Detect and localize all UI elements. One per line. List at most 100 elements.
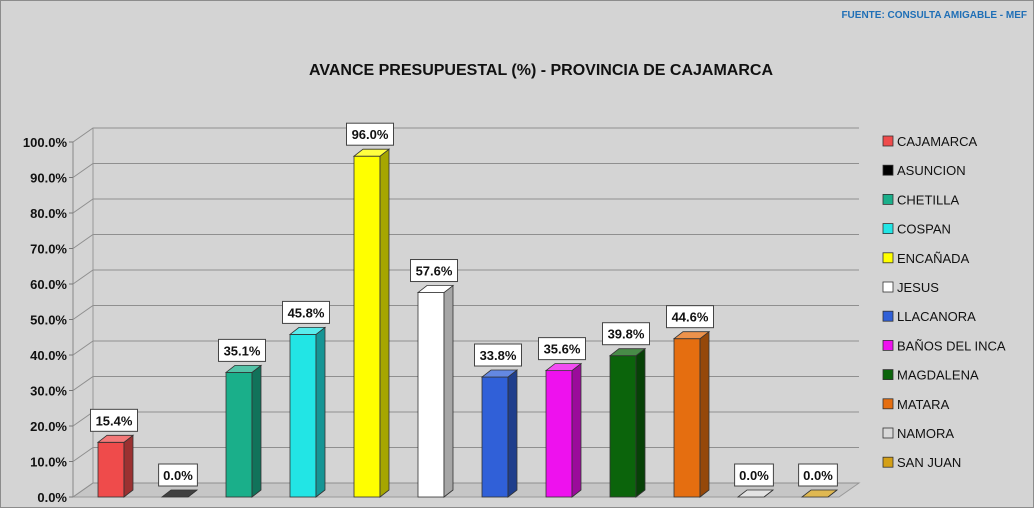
legend-item: NAMORA xyxy=(882,426,954,441)
legend-item: BAÑOS DEL INCA xyxy=(882,338,1006,353)
data-label: 96.0% xyxy=(346,122,394,146)
bar-cospan xyxy=(288,326,327,498)
legend-item: LLACANORA xyxy=(882,309,976,324)
svg-text:15.4%: 15.4% xyxy=(96,413,133,428)
legend-swatch xyxy=(882,281,894,293)
legend-label: CHETILLA xyxy=(897,192,959,207)
gridline xyxy=(72,234,859,249)
svg-text:44.6%: 44.6% xyxy=(672,310,709,325)
data-labels-layer: 15.4% 0.0% 35.1% 45.8% 96.0% 57.6% 33.8% 35.6% 3… xyxy=(90,122,838,487)
bar-encañada xyxy=(352,148,391,498)
bar-llacanora xyxy=(480,369,519,498)
gridline xyxy=(72,163,859,178)
legend-label: ASUNCION xyxy=(897,163,966,178)
legend-swatch xyxy=(882,252,894,264)
source-note: FUENTE: CONSULTA AMIGABLE - MEF xyxy=(841,10,1027,21)
gridline xyxy=(72,447,859,462)
legend-label: SAN JUAN xyxy=(897,455,961,470)
gridline xyxy=(72,127,859,143)
data-label: 44.6% xyxy=(666,305,714,329)
legend-label: JESUS xyxy=(897,280,939,295)
svg-text:45.8%: 45.8% xyxy=(288,305,325,320)
bar-baños-del-inca xyxy=(544,362,583,498)
data-label: 0.0% xyxy=(734,463,774,487)
data-label: 33.8% xyxy=(474,343,522,367)
data-label: 15.4% xyxy=(90,408,138,432)
bar-asuncion xyxy=(160,489,199,498)
y-tick-label: 0.0% xyxy=(37,490,67,505)
svg-text:96.0%: 96.0% xyxy=(352,127,389,142)
legend-item: ENCAÑADA xyxy=(882,251,970,266)
gridline xyxy=(72,269,859,285)
legend-swatch xyxy=(882,135,894,147)
y-tick-label: 70.0% xyxy=(30,242,67,257)
bar-magdalena xyxy=(608,347,647,498)
gridline xyxy=(72,305,859,320)
svg-text:57.6%: 57.6% xyxy=(416,264,453,279)
legend-label: BAÑOS DEL INCA xyxy=(897,338,1006,353)
legend-item: COSPAN xyxy=(882,222,951,237)
svg-text:0.0%: 0.0% xyxy=(739,468,769,483)
legend-swatch xyxy=(882,164,894,176)
legend-swatch xyxy=(882,310,894,322)
legend: CAJAMARCA ASUNCION CHETILLA COSPAN ENCAÑADA J… xyxy=(882,134,1006,470)
gridline xyxy=(72,411,859,427)
gridline xyxy=(72,376,859,391)
y-tick-label: 90.0% xyxy=(30,171,67,186)
legend-label: COSPAN xyxy=(897,222,951,237)
bar-namora xyxy=(736,489,775,498)
legend-swatch xyxy=(882,223,894,235)
legend-item: SAN JUAN xyxy=(882,455,961,470)
legend-swatch xyxy=(882,398,894,410)
grid-layer xyxy=(69,127,861,498)
legend-swatch xyxy=(882,456,894,468)
data-label: 35.6% xyxy=(538,337,586,361)
chart-title: AVANCE PRESUPUESTAL (%) - PROVINCIA DE C… xyxy=(308,62,774,79)
legend-label: ENCAÑADA xyxy=(897,251,970,266)
svg-text:33.8%: 33.8% xyxy=(480,348,517,363)
svg-text:39.8%: 39.8% xyxy=(608,327,645,342)
svg-text:35.1%: 35.1% xyxy=(224,343,261,358)
legend-label: MATARA xyxy=(897,397,950,412)
data-label: 57.6% xyxy=(410,259,458,283)
legend-label: LLACANORA xyxy=(897,309,976,324)
gridline xyxy=(72,482,859,498)
legend-label: MAGDALENA xyxy=(897,368,979,383)
y-tick-label: 60.0% xyxy=(30,277,67,292)
y-axis-ticks: 0.0% 10.0% 20.0% 30.0% 40.0% 50.0% 60.0% 70.0% 8… xyxy=(23,135,68,505)
legend-swatch xyxy=(882,369,894,381)
bar-chetilla xyxy=(224,364,263,498)
data-label: 35.1% xyxy=(218,338,266,362)
data-label: 0.0% xyxy=(798,463,838,487)
legend-item: MAGDALENA xyxy=(882,368,979,383)
y-tick-label: 100.0% xyxy=(23,135,68,150)
y-tick-label: 50.0% xyxy=(30,313,67,328)
legend-label: NAMORA xyxy=(897,426,954,441)
legend-swatch xyxy=(882,193,894,205)
legend-swatch xyxy=(882,427,894,439)
data-label: 45.8% xyxy=(282,300,330,324)
legend-item: JESUS xyxy=(882,280,939,295)
gridline xyxy=(72,340,859,356)
legend-swatch xyxy=(882,339,894,351)
bar-matara xyxy=(672,330,711,498)
y-tick-label: 20.0% xyxy=(30,419,67,434)
bars-layer xyxy=(96,148,839,498)
y-tick-label: 80.0% xyxy=(30,206,67,221)
y-tick-label: 30.0% xyxy=(30,384,67,399)
legend-label: CAJAMARCA xyxy=(897,134,978,149)
legend-item: ASUNCION xyxy=(882,163,966,178)
y-tick-label: 40.0% xyxy=(30,348,67,363)
svg-text:35.6%: 35.6% xyxy=(544,342,581,357)
data-label: 39.8% xyxy=(602,322,650,346)
svg-text:0.0%: 0.0% xyxy=(803,468,833,483)
y-tick-label: 10.0% xyxy=(30,455,67,470)
bar-cajamarca xyxy=(96,434,135,498)
data-label: 0.0% xyxy=(158,463,198,487)
bar-san-juan xyxy=(800,489,839,498)
svg-text:0.0%: 0.0% xyxy=(163,468,193,483)
legend-item: MATARA xyxy=(882,397,950,412)
bar-jesus xyxy=(416,284,455,498)
